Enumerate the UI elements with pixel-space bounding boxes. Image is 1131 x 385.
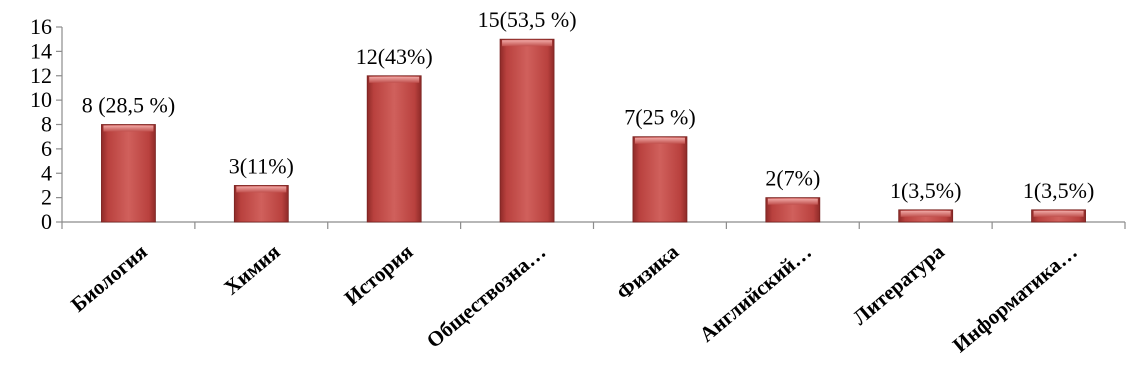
bars-group [101, 38, 1086, 223]
data-label: 1(3,5%) [1023, 178, 1094, 203]
y-tick-label: 10 [30, 87, 52, 112]
category-label: Физика [612, 239, 684, 305]
data-label: 7(25 %) [624, 105, 695, 130]
bar-cap [900, 210, 951, 217]
bar [233, 185, 289, 223]
category-label: Биология [66, 239, 152, 316]
category-label: Обществозна… [422, 239, 550, 352]
bar-body [101, 124, 156, 223]
data-label: 3(11%) [229, 153, 294, 178]
category-label: История [340, 239, 418, 310]
category-label: Английский… [695, 239, 816, 346]
y-tick-label: 0 [41, 209, 52, 234]
y-tick-label: 6 [41, 136, 52, 161]
y-tick-label: 16 [30, 14, 52, 39]
bar-cap [103, 125, 154, 132]
y-tick-label: 4 [41, 160, 52, 185]
category-label: Химия [219, 239, 284, 299]
bar [898, 209, 954, 223]
bar-cap [1033, 210, 1084, 217]
bar-body [366, 75, 422, 223]
bar-cap [236, 186, 287, 193]
bar [1031, 209, 1086, 223]
y-tick-label: 12 [30, 63, 52, 88]
bar [366, 75, 422, 223]
bar-body [632, 136, 688, 223]
data-label: 12(43%) [356, 44, 433, 69]
data-label: 8 (28,5 %) [82, 93, 175, 118]
bar-body [499, 38, 555, 223]
bar [632, 136, 688, 223]
data-label: 1(3,5%) [890, 178, 961, 203]
bar-cap [767, 198, 818, 205]
y-tick-label: 2 [41, 185, 52, 210]
labels-group: 8 (28,5 %) Биология 3(11%) Химия 12(43%) Исто… [66, 7, 1094, 357]
bar-cap [369, 76, 420, 83]
bar [101, 124, 156, 223]
data-label: 15(53,5 %) [478, 7, 577, 32]
category-label: Информатика… [948, 239, 1082, 357]
bar [765, 197, 821, 223]
bar-cap [502, 40, 553, 47]
y-tick-label: 14 [30, 38, 52, 63]
y-tick-label: 8 [41, 112, 52, 137]
category-label: Литература [848, 239, 949, 330]
bar [499, 38, 555, 223]
bar-cap [634, 137, 685, 144]
data-label: 2(7%) [765, 166, 820, 191]
